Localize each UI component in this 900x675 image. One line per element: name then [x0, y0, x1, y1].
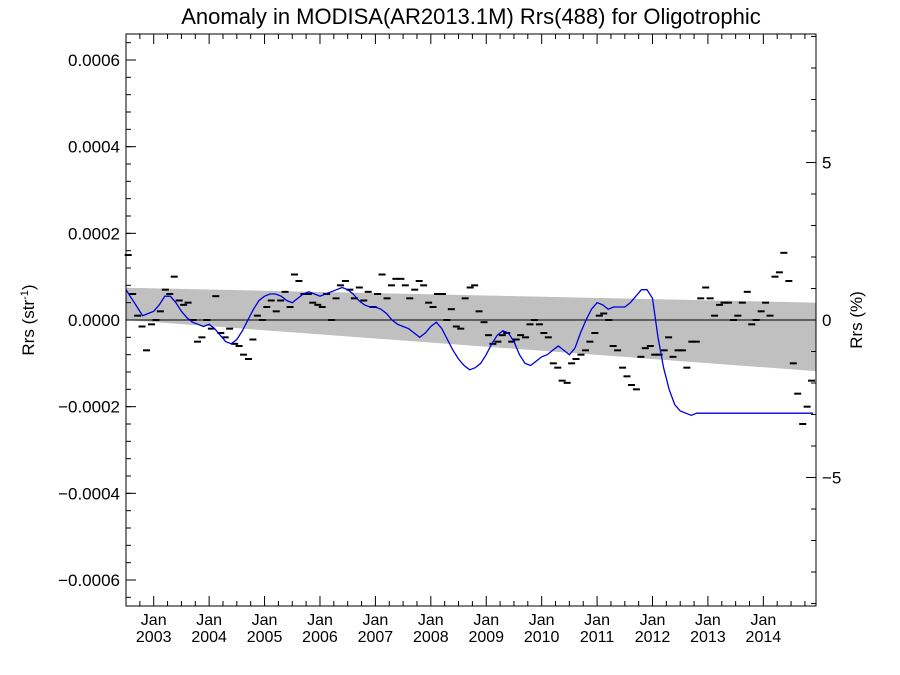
chart-title: Anomaly in MODISA(AR2013.1M) Rrs(488) fo… — [181, 4, 761, 29]
uncertainty-band — [126, 287, 816, 372]
x-tick-month: Jan — [695, 612, 721, 629]
y-tick-label: 0.0002 — [68, 224, 120, 243]
x-tick-year: 2011 — [580, 629, 615, 646]
x-tick-year: 2010 — [524, 629, 560, 646]
x-tick-month: Jan — [584, 612, 610, 629]
y2-tick-label: 0 — [822, 311, 831, 330]
plot-area: 0.0006 0.0004 0.0002 0.0000 −0.0002 −0.0004 −0… — [58, 33, 841, 646]
y-axis-label: Rrs (str-1) — [19, 284, 38, 355]
smoothed-anomaly-line — [125, 286, 814, 416]
y-tick-label: −0.0002 — [58, 398, 120, 417]
x-tick-year: 2006 — [302, 629, 338, 646]
monthly-anomaly-markers — [124, 251, 816, 425]
x-tick-year: 2013 — [690, 629, 726, 646]
x-tick-month: Jan — [307, 612, 333, 629]
y-axis-title: Rrs (str-1) — [19, 284, 38, 355]
x-tick-year: 2012 — [635, 629, 671, 646]
x-tick-month: Jan — [196, 612, 222, 629]
trend-band — [126, 287, 816, 372]
x-tick-month: Jan — [252, 612, 278, 629]
x-tick-year: 2007 — [358, 629, 394, 646]
x-tick-month: Jan — [473, 612, 499, 629]
y-tick-label: −0.0006 — [58, 571, 120, 590]
x-tick-month: Jan — [362, 612, 388, 629]
y-tick-label: −0.0004 — [58, 484, 120, 503]
x-tick-month: Jan — [640, 612, 666, 629]
y-tick-label: 0.0004 — [68, 138, 120, 157]
x-tick-year: 2009 — [468, 629, 504, 646]
x-tick-year: 2014 — [746, 629, 782, 646]
y2-tick-label: −5 — [822, 468, 841, 487]
x-tick-year: 2005 — [247, 629, 283, 646]
x-tick-month: Jan — [750, 612, 776, 629]
x-tick-month: Jan — [418, 612, 444, 629]
axes: 0.0006 0.0004 0.0002 0.0000 −0.0002 −0.0004 −0… — [58, 33, 841, 646]
y2-tick-label: 5 — [822, 154, 831, 173]
y-tick-label: 0.0006 — [68, 51, 120, 70]
y2-axis-title: Rrs (%) — [847, 291, 866, 349]
x-tick-month: Jan — [529, 612, 555, 629]
x-tick-month: Jan — [141, 612, 167, 629]
x-tick-year: 2004 — [191, 629, 227, 646]
y-tick-label: 0.0000 — [68, 311, 120, 330]
x-tick-year: 2003 — [136, 629, 172, 646]
x-tick-year: 2008 — [413, 629, 449, 646]
y-axis-title-superscript: -1 — [19, 290, 31, 300]
